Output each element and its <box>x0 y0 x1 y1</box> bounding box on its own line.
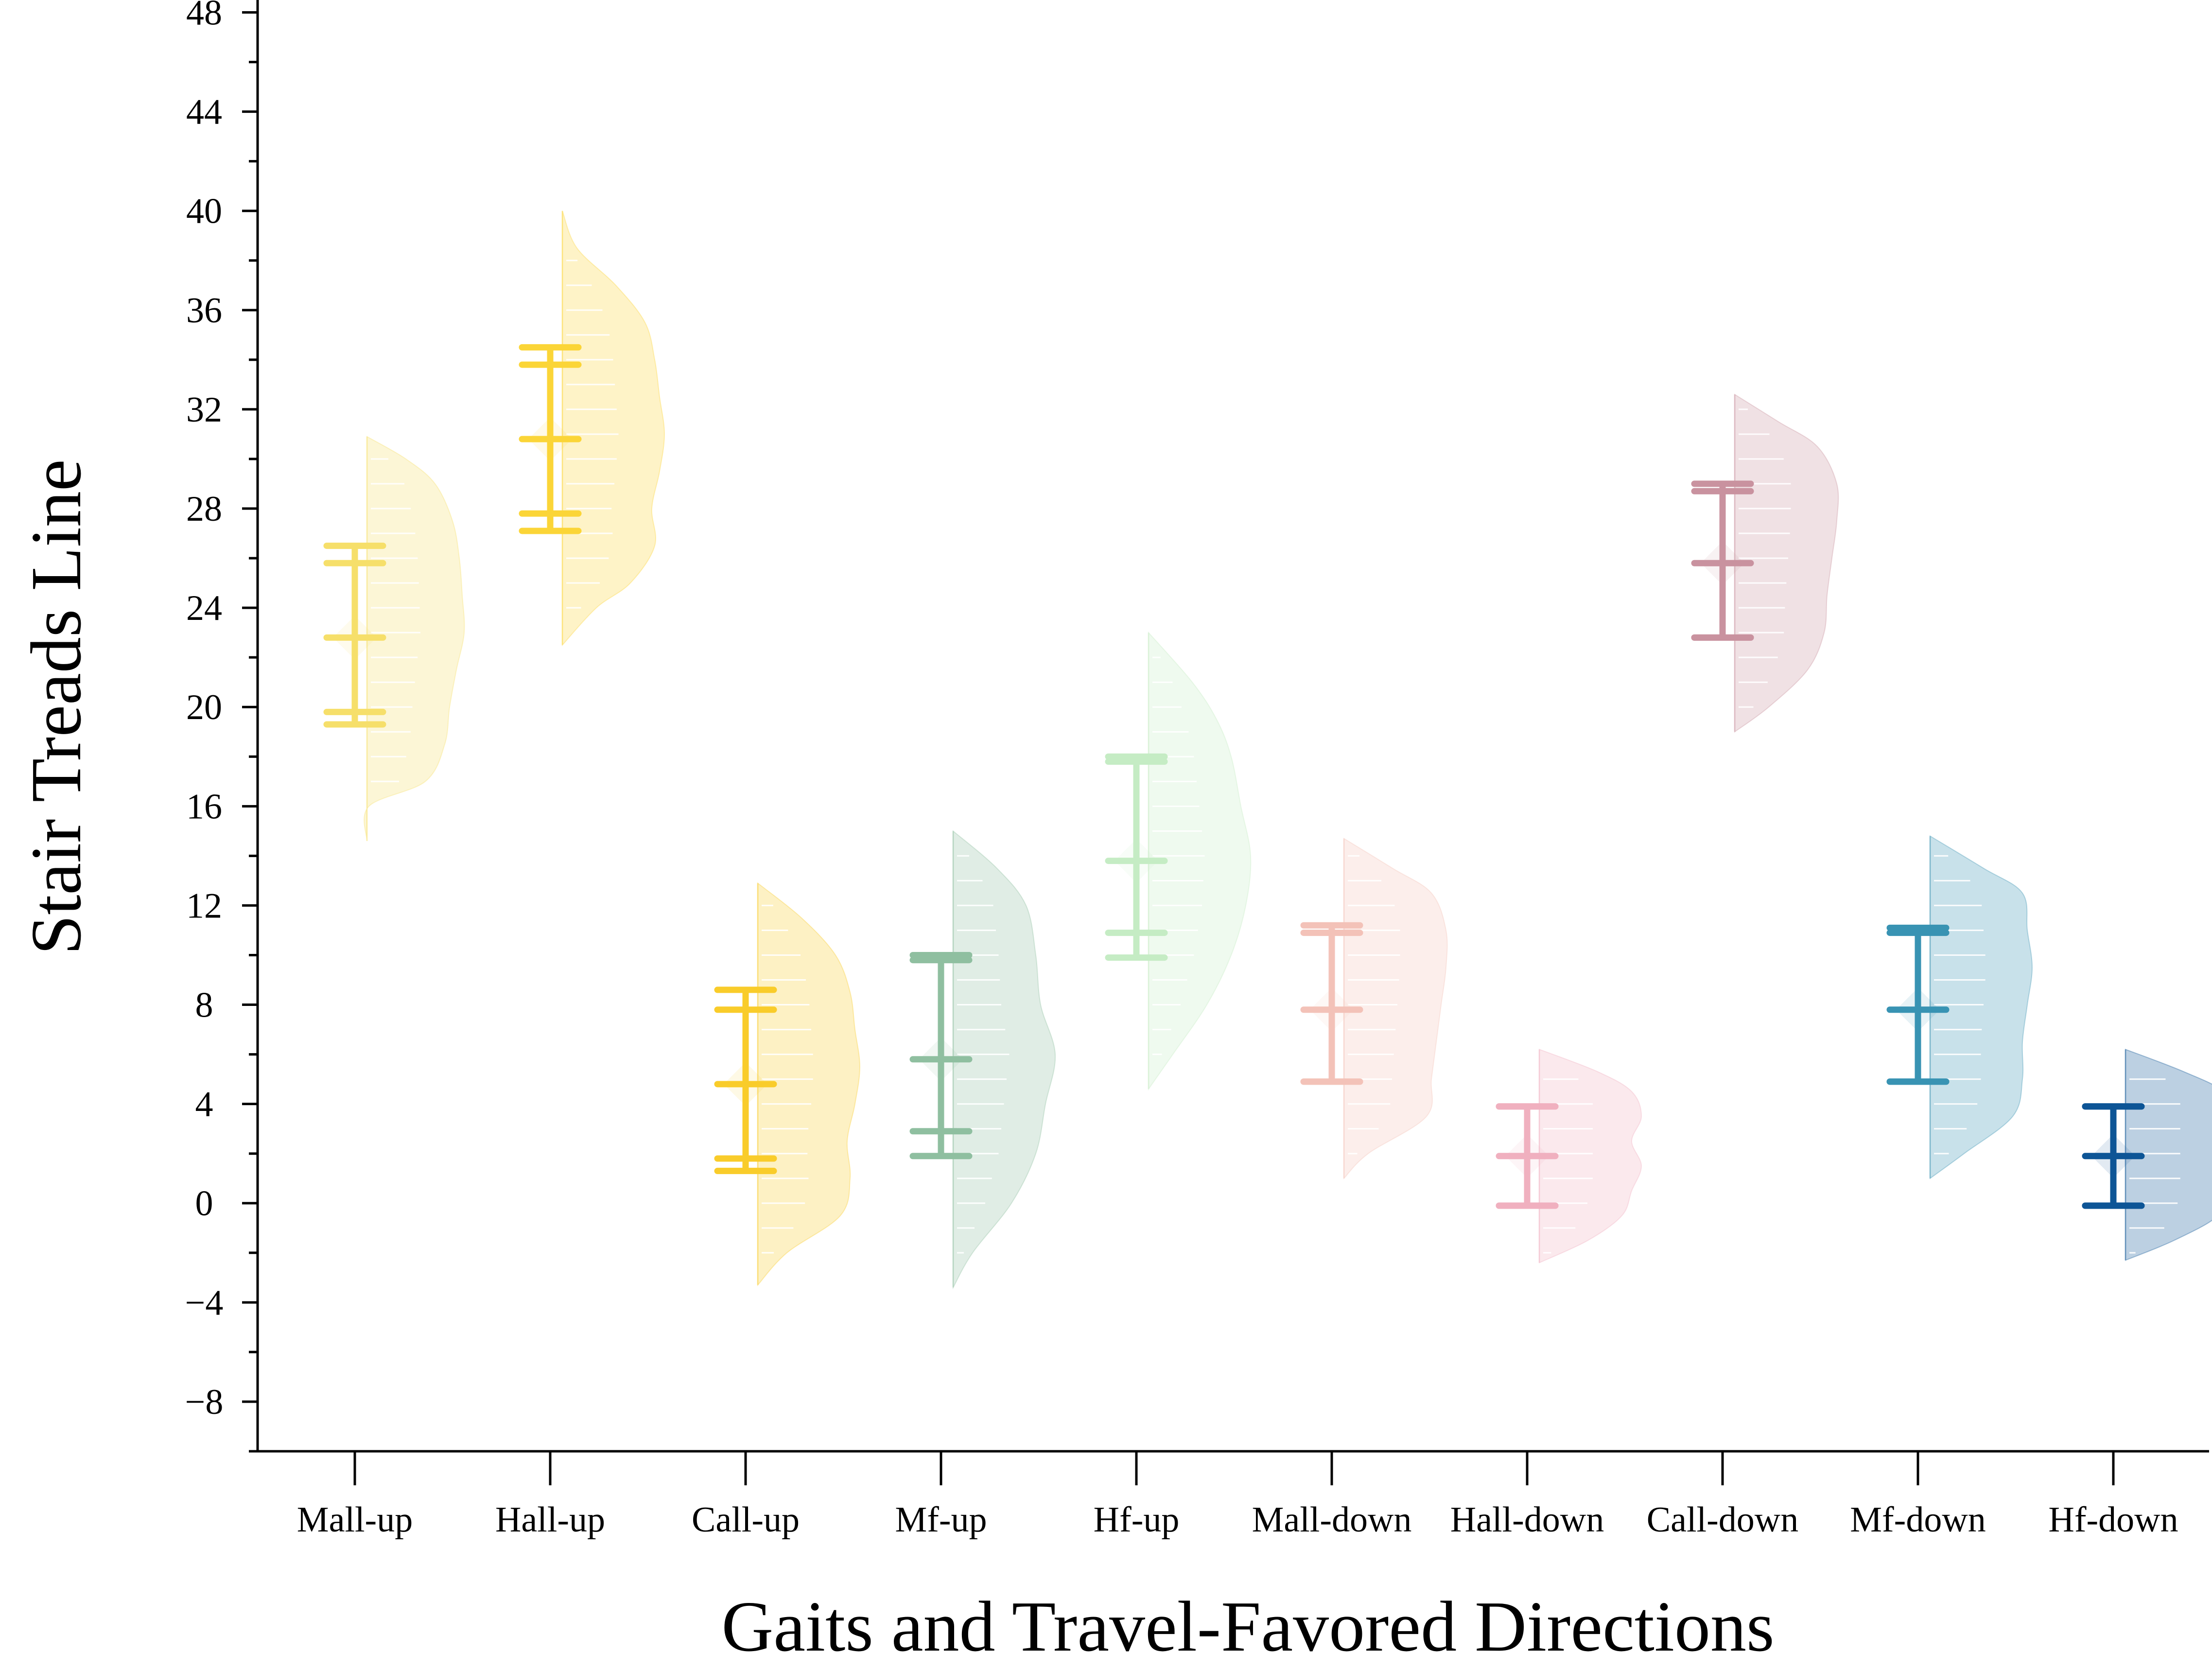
error-bars <box>323 344 2145 1209</box>
y-tick-label: 0 <box>195 1184 213 1224</box>
density-cloud <box>757 882 861 1286</box>
density-cloud <box>1539 1048 1642 1264</box>
y-tick-label: 16 <box>186 787 222 827</box>
density-cloud <box>2125 1048 2212 1261</box>
y-tick-label: 8 <box>195 986 213 1025</box>
x-tick-label: Call-down <box>1647 1500 1798 1540</box>
y-tick-label: 48 <box>186 0 222 33</box>
y-tick-label: 4 <box>195 1085 213 1125</box>
y-axis-title: Stair Treads Line <box>17 459 96 955</box>
x-tick-label: Hall-up <box>495 1500 605 1540</box>
x-ticks: Mall-up Hall-up Call-up Mf-up Hf-up Mall-down… <box>297 1451 2178 1540</box>
y-tick-label: −8 <box>185 1382 224 1422</box>
y-tick-label: 12 <box>186 886 222 926</box>
y-tick-label: 28 <box>186 489 222 529</box>
x-tick-label: Hf-down <box>2048 1500 2178 1540</box>
density-cloud <box>562 211 665 647</box>
density-cloud <box>1930 835 2033 1179</box>
x-axis-title: Gaits and Travel-Favored Directions <box>721 1587 1774 1667</box>
density-cloud <box>1343 837 1448 1180</box>
x-tick-label: Call-up <box>692 1500 800 1540</box>
y-tick-label: 32 <box>186 390 222 430</box>
density-cloud <box>953 830 1056 1290</box>
y-tick-label: 24 <box>186 588 222 628</box>
y-tick-label: 36 <box>186 291 222 331</box>
x-tick-label: Mall-up <box>297 1500 413 1540</box>
y-tick-label: 40 <box>186 192 222 231</box>
y-tick-label: 44 <box>186 92 222 132</box>
x-tick-label: Mf-up <box>895 1500 987 1540</box>
density-cloud <box>1734 393 1839 733</box>
density-cloud <box>1148 631 1252 1091</box>
density-clouds <box>364 211 2212 1290</box>
density-cloud <box>364 436 465 841</box>
x-tick-label: Mf-down <box>1850 1500 1986 1540</box>
x-tick-label: Hall-down <box>1450 1500 1604 1540</box>
y-tick-label: 20 <box>186 687 222 727</box>
y-tick-label: −4 <box>185 1283 224 1323</box>
x-tick-label: Hf-up <box>1094 1500 1180 1540</box>
x-tick-label: Mall-down <box>1252 1500 1412 1540</box>
